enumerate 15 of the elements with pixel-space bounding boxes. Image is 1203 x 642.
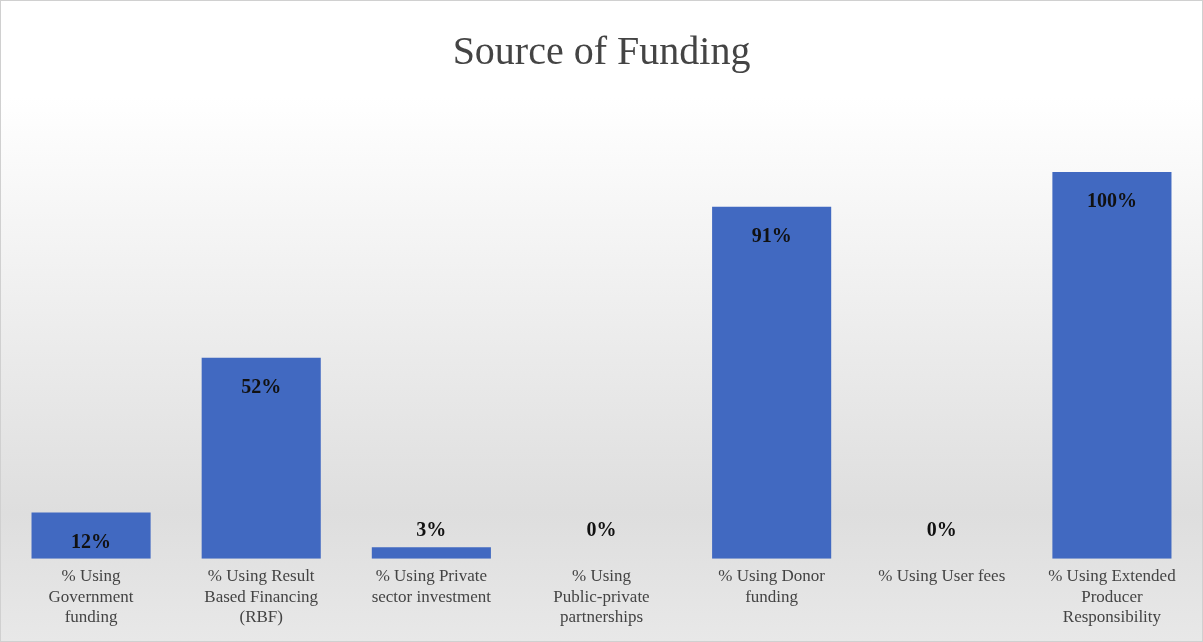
data-label: 100% (1086, 189, 1137, 212)
data-label: 3% (416, 517, 447, 540)
x-tick-label: % Using Private sector investment (371, 566, 492, 606)
x-tick-label: % Using Result Based Financing (RBF) (204, 566, 319, 627)
data-label: 91% (751, 223, 792, 246)
data-label: 0% (586, 517, 617, 540)
data-label: 12% (71, 529, 112, 552)
x-tick-label: % Using Government funding (48, 566, 134, 627)
chart-title: Source of Funding (452, 27, 751, 73)
x-tick-label: % Using Extended Producer Responsibility (1048, 566, 1177, 627)
x-tick-label: % Using User fees (878, 566, 1006, 586)
x-tick-label: % Using Donor funding (718, 566, 826, 606)
data-label: 52% (241, 374, 282, 397)
data-label: 0% (926, 517, 957, 540)
x-tick-label: % Using Public-private partnerships (553, 566, 650, 627)
